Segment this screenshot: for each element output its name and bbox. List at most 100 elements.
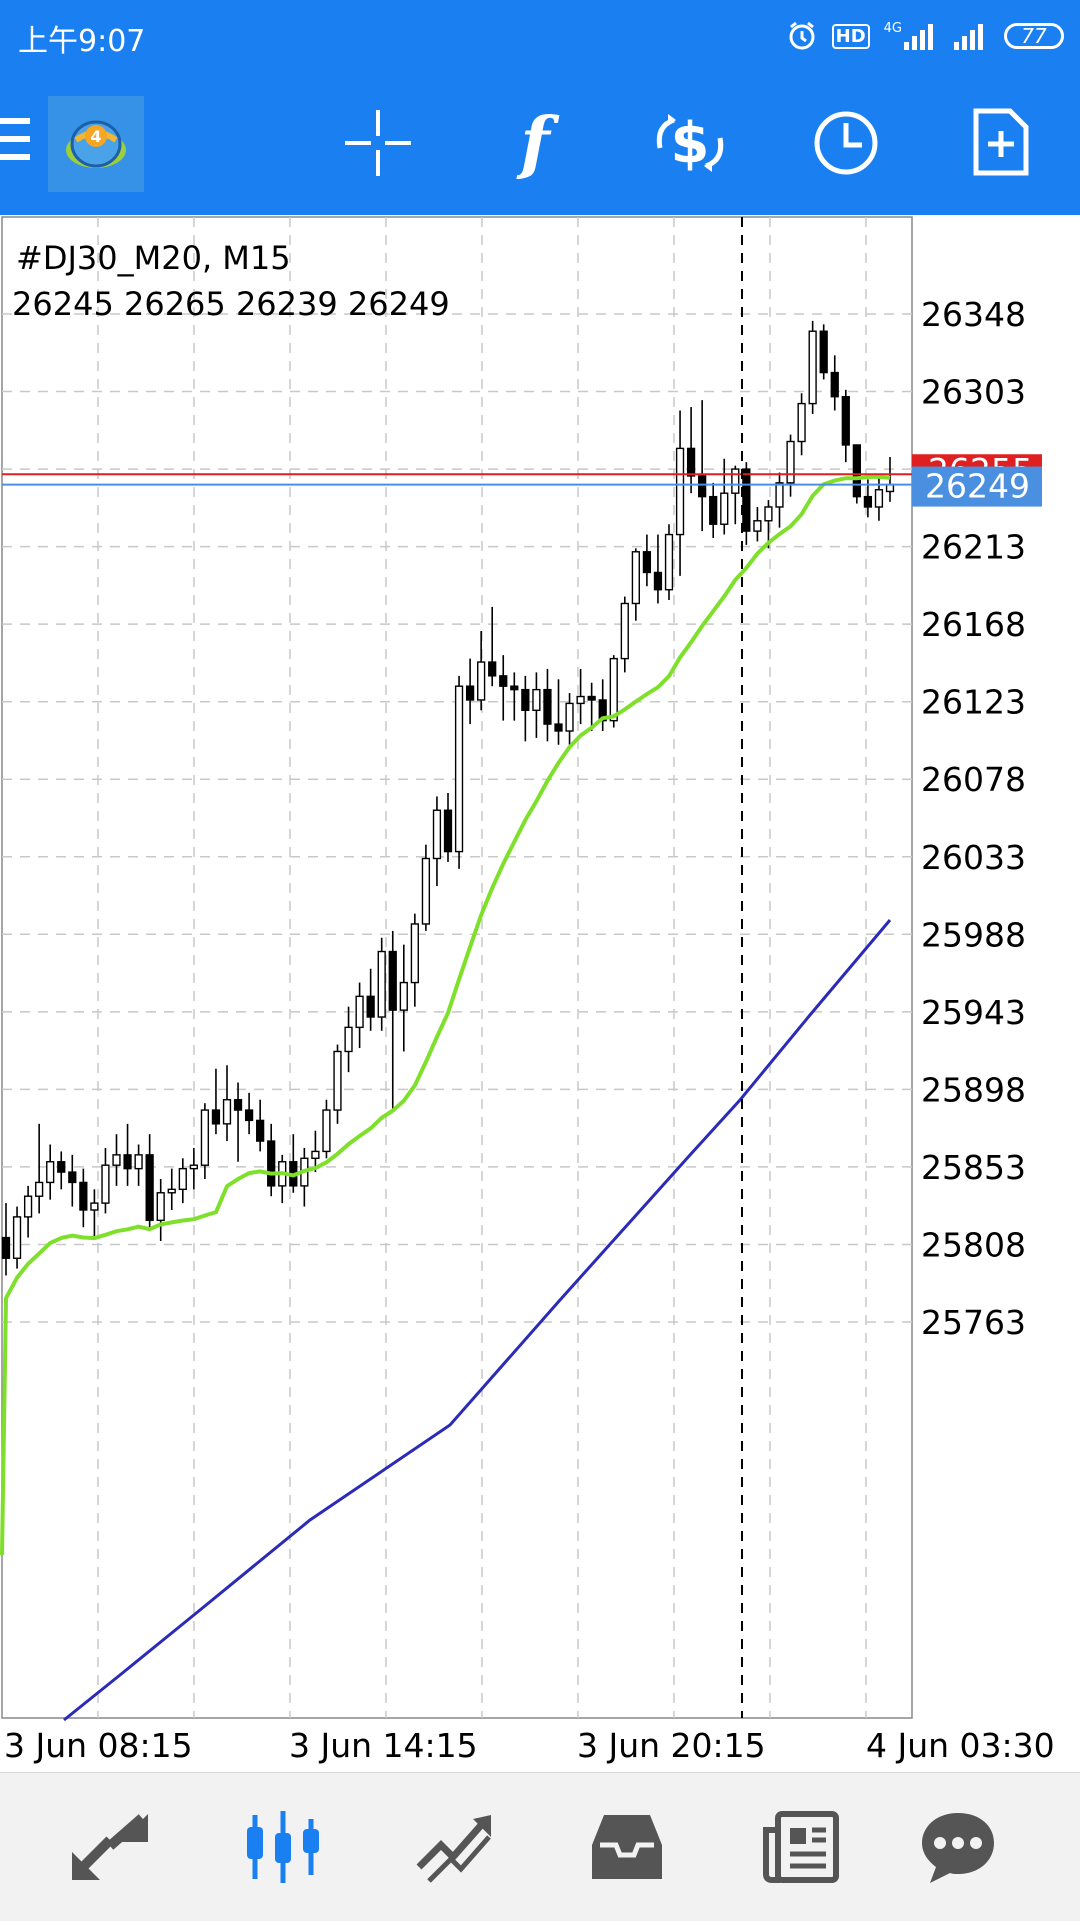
candle-bullish <box>222 1099 232 1125</box>
candle-bullish <box>178 1167 187 1191</box>
candle-bullish <box>90 1202 99 1211</box>
trade-icon[interactable]: $ <box>648 100 732 186</box>
candle-bearish <box>443 809 453 853</box>
candle-bullish <box>189 1164 198 1170</box>
candle-bullish <box>23 1195 33 1218</box>
candle-bullish <box>631 551 640 605</box>
metatrader-logo[interactable]: 4 <box>48 96 144 192</box>
quotes-icon[interactable] <box>35 1773 185 1921</box>
menu-icon[interactable] <box>0 114 32 164</box>
network-type-label: 4G <box>883 21 902 36</box>
indicators-icon[interactable]: f <box>500 100 570 186</box>
candle-bearish <box>510 685 519 691</box>
candle-bearish <box>521 688 530 712</box>
candle-bullish <box>355 995 364 1029</box>
price-chart[interactable]: 26348 26303 26213 26168 26123 26078 26033 25988… <box>0 215 1080 1770</box>
trade-nav-icon[interactable] <box>380 1773 530 1921</box>
candle-bearish <box>267 1140 276 1187</box>
chart-ohlc: 26245 26265 26239 26249 <box>12 285 450 323</box>
plot-area <box>1 216 913 1719</box>
candle-bullish <box>377 950 386 1018</box>
candle-bullish <box>200 1109 210 1166</box>
candle-bearish <box>233 1099 243 1111</box>
price-axis-label: 26348 <box>921 295 1026 334</box>
candle-bullish <box>454 685 464 853</box>
time-axis-label: 3 Jun 14:15 <box>289 1726 478 1765</box>
new-order-icon[interactable] <box>966 96 1036 188</box>
price-axis-label: 25988 <box>921 915 1026 954</box>
candle-bearish <box>686 447 696 477</box>
candle-bearish <box>465 685 475 701</box>
candle-bullish <box>775 482 784 508</box>
candle-bullish <box>874 489 884 508</box>
candle-bearish <box>388 950 397 1011</box>
crosshair-icon[interactable] <box>340 100 416 186</box>
candle-bearish <box>742 468 751 532</box>
indicators-glyph: f <box>520 103 550 183</box>
price-axis-label: 26033 <box>921 838 1026 877</box>
current-price-tag <box>912 466 1042 507</box>
candle-bearish <box>256 1119 265 1142</box>
candle-bearish <box>543 688 552 725</box>
candle-bearish <box>68 1171 77 1184</box>
candle-bullish <box>620 602 629 660</box>
candle-bullish <box>576 695 585 705</box>
candle-bullish <box>421 857 431 925</box>
candle-bullish <box>664 533 674 591</box>
candle-bullish <box>311 1150 320 1160</box>
candle-bearish <box>852 444 861 498</box>
chart-info: #DJ30_M20, M15 26245 26265 26239 26249 <box>12 235 450 327</box>
time-axis-label: 3 Jun 20:15 <box>577 1726 766 1765</box>
candle-bullish <box>322 1109 331 1153</box>
network-4g-icon: 4G <box>883 21 940 50</box>
svg-text:$: $ <box>671 111 710 176</box>
candle-bullish <box>764 506 773 522</box>
candle-bullish <box>885 483 895 493</box>
news-icon[interactable] <box>725 1773 875 1921</box>
time-axis-label: 3 Jun 08:15 <box>4 1726 193 1765</box>
candle-bullish <box>156 1192 165 1222</box>
candle-bullish <box>565 702 574 732</box>
price-axis-label: 26303 <box>921 373 1026 412</box>
candle-bearish <box>145 1154 154 1222</box>
candle-bullish <box>786 440 795 484</box>
candle-bullish <box>399 981 408 1011</box>
candle-bearish <box>698 475 707 498</box>
top-bar: 上午9:07 HD 4G 77 <box>0 0 1080 215</box>
candle-bullish <box>720 492 729 525</box>
candle-bearish <box>863 495 873 508</box>
svg-text:4: 4 <box>90 127 101 146</box>
candle-bullish <box>35 1181 44 1197</box>
candle-bearish <box>57 1161 66 1173</box>
candle-bearish <box>819 330 828 374</box>
candle-bullish <box>46 1161 55 1184</box>
candle-bearish <box>653 571 663 591</box>
hd-icon: HD <box>831 23 870 49</box>
candle-bullish <box>609 657 618 722</box>
moving-average-slow <box>63 919 892 1722</box>
price-axis-label: 25853 <box>921 1148 1026 1187</box>
candle-bullish <box>101 1164 110 1204</box>
candle-bearish <box>841 396 850 446</box>
battery-indicator: 77 <box>1004 23 1064 49</box>
candle-bullish <box>675 447 685 536</box>
chart-icon[interactable] <box>208 1773 358 1921</box>
candle-bearish <box>123 1154 132 1170</box>
candle-bearish <box>830 371 839 398</box>
price-axis-label: 26168 <box>921 605 1026 644</box>
status-bar: 上午9:07 HD 4G 77 <box>0 0 1080 72</box>
chart-canvas[interactable]: 26348 26303 26213 26168 26123 26078 26033 25988… <box>0 215 1080 1770</box>
timeframe-icon[interactable] <box>808 100 884 186</box>
candle-bearish <box>244 1109 254 1122</box>
signal-icon <box>954 22 990 50</box>
moving-average-fast <box>0 474 891 1556</box>
price-axis-label: 25763 <box>921 1303 1026 1342</box>
candle-bullish <box>333 1050 342 1111</box>
candle-bullish <box>167 1188 176 1194</box>
history-icon[interactable] <box>552 1773 702 1921</box>
candle-bearish <box>554 723 563 732</box>
chat-icon[interactable] <box>883 1773 1033 1921</box>
candle-bearish <box>211 1109 221 1125</box>
status-time: 上午9:07 <box>18 24 146 59</box>
candle-bullish <box>532 688 541 712</box>
